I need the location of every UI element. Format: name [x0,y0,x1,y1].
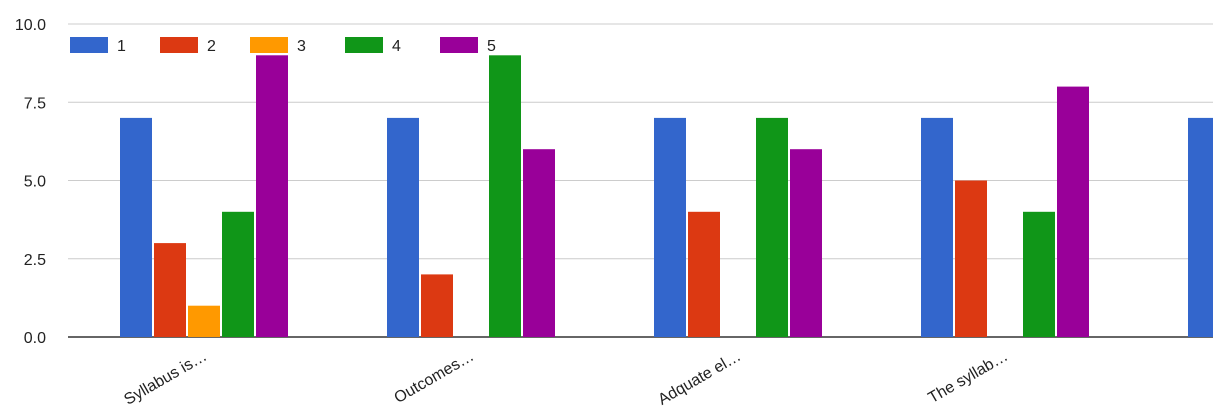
bar [688,211,720,337]
bar [421,274,453,337]
bar [222,211,254,337]
y-axis: 0.0 2.5 5.0 7.5 10.0 [15,17,46,347]
bar [1188,117,1213,338]
bar [790,149,822,337]
legend-swatch [440,37,478,53]
y-tick-label: 7.5 [24,95,46,112]
bar [1023,211,1055,337]
bar [921,117,953,338]
legend-label: 1 [117,38,126,55]
x-axis-labels: Syllabus is… Outcomes… Adquate el… The syll… [121,348,1011,409]
bar [756,117,788,338]
x-tick-label: Outcomes… [391,348,477,407]
bar [489,55,521,338]
bar [523,149,555,337]
y-tick-label: 5.0 [24,174,46,191]
legend-label: 2 [207,38,216,55]
x-tick-label: Adquate el… [655,348,744,409]
y-tick-label: 2.5 [24,252,46,269]
legend-swatch [250,37,288,53]
y-tick-label: 10.0 [15,17,46,34]
legend: 1 2 3 4 5 [70,37,496,55]
bar [256,55,288,338]
bar [955,180,987,337]
legend-swatch [160,37,198,53]
bar [1057,86,1089,337]
bar [654,117,686,338]
y-tick-label: 0.0 [24,330,46,347]
bar [120,117,152,338]
legend-label: 4 [392,38,401,55]
legend-swatch [70,37,108,53]
x-tick-label: Syllabus is… [121,348,210,409]
x-tick-label: The syllab… [925,348,1011,407]
legend-swatch [345,37,383,53]
legend-label: 3 [297,38,306,55]
legend-label: 5 [487,38,496,55]
bar [387,117,419,338]
bars-layer [120,55,1213,338]
bar [154,243,186,337]
bar [188,305,220,337]
